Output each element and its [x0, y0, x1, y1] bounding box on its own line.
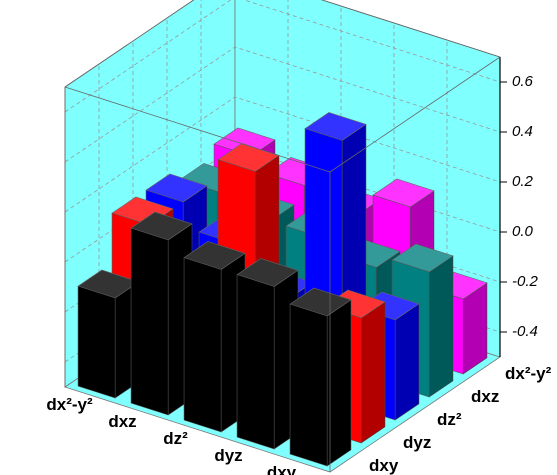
bar — [236, 258, 299, 450]
bar-side-shade — [429, 255, 453, 397]
box-edge — [64, 86, 331, 173]
bar-front — [183, 257, 222, 433]
bar-top-shade — [290, 288, 351, 316]
depth-category-label: dxy — [369, 456, 399, 475]
bar-top-shade — [392, 244, 453, 272]
bar-top-shade — [373, 179, 434, 207]
box-edge — [64, 0, 195, 88]
bar-side-shade — [463, 282, 487, 374]
bar-top-shade — [146, 174, 207, 202]
x-category-label: dyz — [214, 446, 242, 465]
bar-top-shade — [218, 143, 279, 172]
bar — [130, 211, 193, 416]
x-category-label: dxz — [108, 412, 136, 431]
bar-front — [289, 303, 328, 467]
x-category-label: dx²-y² — [46, 395, 93, 414]
bar-front — [130, 227, 169, 416]
bar-side-shade — [327, 299, 351, 466]
z-tick-label: 0.0 — [512, 223, 534, 240]
x-category-label: dz² — [163, 429, 188, 448]
bar-top-shade — [305, 112, 366, 141]
box-edge — [320, 0, 501, 58]
bar-front — [236, 274, 275, 450]
bar — [183, 241, 246, 433]
bar — [77, 269, 140, 399]
z-tick-label: 0.6 — [512, 73, 534, 90]
grid-line — [64, 96, 501, 213]
z-tick-label: 0.2 — [512, 173, 534, 190]
bar-side-shade — [395, 303, 419, 420]
bar — [323, 289, 386, 444]
bar-front — [77, 285, 116, 399]
depth-category-label: dxz — [471, 387, 499, 406]
bar — [289, 287, 352, 467]
grid-line — [64, 46, 501, 163]
bar-top-shade — [131, 212, 192, 240]
depth-category-label: dx²-y² — [505, 364, 552, 383]
depth-category-label: dyz — [403, 433, 431, 452]
x-category-label: dxy — [267, 463, 297, 475]
z-tick-label: 0.4 — [512, 123, 533, 140]
bar-side-shade — [361, 301, 385, 443]
z-tick-label: -0.2 — [512, 273, 539, 290]
bar-top-shade — [237, 258, 298, 287]
z-tick-label: -0.4 — [512, 323, 538, 340]
box-edge — [329, 56, 501, 173]
bar-top-shade — [184, 241, 245, 270]
bar-top-shade — [78, 270, 139, 298]
depth-category-label: dz² — [437, 410, 462, 429]
